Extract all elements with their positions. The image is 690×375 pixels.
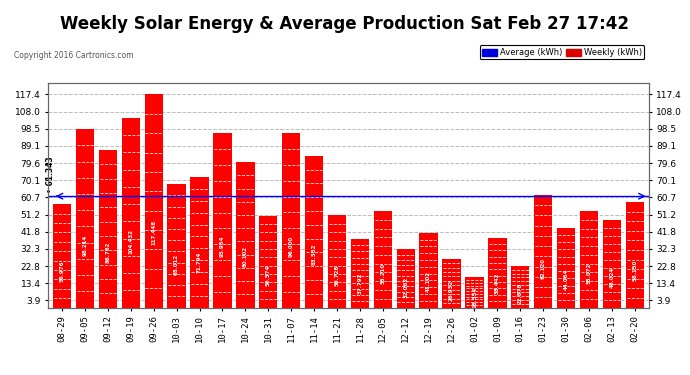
Text: 86.762: 86.762 <box>106 242 110 263</box>
Bar <box>351 239 369 308</box>
Bar <box>397 249 415 308</box>
Text: 22.878: 22.878 <box>518 282 523 304</box>
Text: 44.064: 44.064 <box>564 269 569 290</box>
Bar <box>465 278 484 308</box>
Text: 71.794: 71.794 <box>197 251 202 273</box>
Text: 96.000: 96.000 <box>288 236 294 257</box>
Bar <box>374 211 392 308</box>
Bar <box>259 216 277 308</box>
Bar <box>511 266 529 308</box>
Bar <box>282 133 300 308</box>
Text: 53.210: 53.210 <box>380 263 385 284</box>
Bar <box>305 156 323 308</box>
Text: 50.728: 50.728 <box>335 265 339 286</box>
Text: Weekly Solar Energy & Average Production Sat Feb 27 17:42: Weekly Solar Energy & Average Production… <box>61 15 629 33</box>
Bar <box>213 134 232 308</box>
Bar <box>603 220 621 308</box>
Text: 16.554: 16.554 <box>472 286 477 308</box>
Bar <box>534 195 553 308</box>
Bar <box>99 150 117 308</box>
Text: 80.102: 80.102 <box>243 246 248 267</box>
Bar <box>236 162 255 308</box>
Text: 56.976: 56.976 <box>59 261 65 282</box>
Legend: Average (kWh), Weekly (kWh): Average (kWh), Weekly (kWh) <box>480 45 644 59</box>
Bar <box>328 216 346 308</box>
Text: Copyright 2016 Cartronics.com: Copyright 2016 Cartronics.com <box>14 51 133 60</box>
Text: 95.954: 95.954 <box>220 236 225 257</box>
Bar <box>626 202 644 308</box>
Text: 117.448: 117.448 <box>151 220 156 246</box>
Text: 38.442: 38.442 <box>495 272 500 294</box>
Text: 37.792: 37.792 <box>357 273 362 294</box>
Text: 58.150: 58.150 <box>632 260 638 281</box>
Bar <box>580 211 598 308</box>
Bar <box>121 118 140 308</box>
Text: 32.062: 32.062 <box>403 277 408 298</box>
Bar <box>420 233 438 308</box>
Text: 62.120: 62.120 <box>541 258 546 279</box>
Bar <box>53 204 71 308</box>
Text: 68.012: 68.012 <box>174 254 179 275</box>
Bar <box>442 259 461 308</box>
Text: 41.102: 41.102 <box>426 271 431 292</box>
Text: 53.072: 53.072 <box>586 263 591 284</box>
Bar <box>489 238 506 308</box>
Text: 48.024: 48.024 <box>609 266 614 288</box>
Text: 83.552: 83.552 <box>312 244 317 265</box>
Text: 26.932: 26.932 <box>449 280 454 301</box>
Text: 98.214: 98.214 <box>83 234 88 256</box>
Bar <box>144 94 163 308</box>
Text: 104.432: 104.432 <box>128 229 133 254</box>
Bar <box>190 177 208 308</box>
Bar <box>76 129 94 308</box>
Text: 50.574: 50.574 <box>266 265 270 286</box>
Bar <box>168 184 186 308</box>
Bar <box>557 228 575 308</box>
Text: • 61.343: • 61.343 <box>46 156 55 193</box>
